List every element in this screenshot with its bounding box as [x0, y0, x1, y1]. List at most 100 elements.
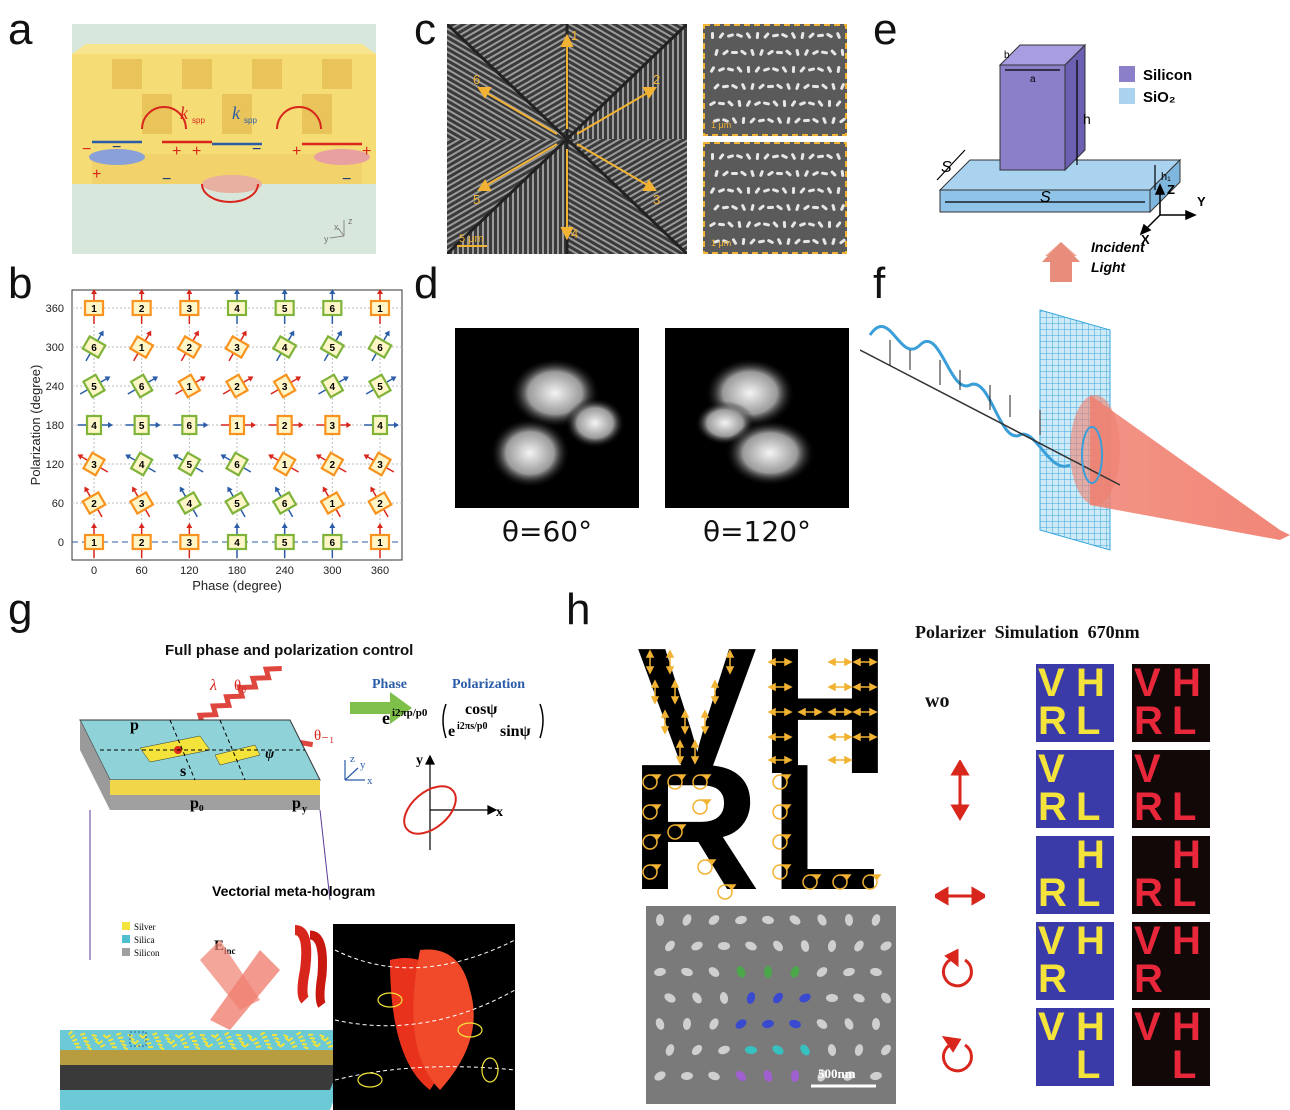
sem-nanostructure — [736, 966, 746, 978]
sem-nanostructure — [665, 940, 675, 952]
sem-nanostructure — [773, 940, 783, 952]
tile-letter: R — [1134, 957, 1163, 1000]
panel-a-figure: − + +++ + − −− − k spp k spp z y x — [72, 24, 376, 254]
cell-number: 5 — [91, 382, 97, 393]
x-tick: 240 — [275, 565, 293, 577]
sem-nanostructure — [872, 1018, 880, 1030]
unit-cell: 3 — [77, 451, 109, 477]
svg-text:−: − — [112, 139, 121, 156]
unit-cell: 2 — [176, 330, 203, 362]
tile-letter: R — [1134, 699, 1163, 742]
sem-nanostructure — [708, 1071, 720, 1081]
sem-nanostructure — [708, 915, 720, 925]
tile-letter: V — [1134, 922, 1161, 963]
cell-number: 2 — [377, 499, 383, 510]
cell-number: 2 — [234, 382, 240, 393]
unit-cell: 1 — [369, 289, 391, 324]
sem-nanostructure — [709, 1018, 719, 1030]
unit-cell: 3 — [179, 289, 200, 324]
x-tick: 60 — [136, 565, 148, 577]
sem-image: 500nm — [646, 906, 896, 1104]
sem-nanostructure — [843, 1071, 855, 1081]
sem-nanostructure — [691, 941, 703, 951]
sem-nanostructure — [881, 992, 891, 1004]
x-tick: 360 — [371, 565, 389, 577]
unit-cell: 1 — [221, 414, 256, 436]
sem-nanostructure — [682, 914, 692, 926]
sem-nanostructure — [708, 967, 720, 977]
cell-number: 3 — [234, 343, 240, 354]
legend-silicon: Silicon — [1143, 67, 1192, 84]
sem-nanostructure — [816, 967, 828, 977]
cell-number: 5 — [139, 421, 145, 432]
panel-f-figure — [860, 309, 1290, 551]
panel-e-figure: a b h h₁ S S Silicon SiO₂ Z Y X Incident… — [936, 43, 1206, 282]
unit-cell: 3 — [224, 330, 250, 362]
tile-letter: R — [1038, 785, 1067, 828]
unit-cell: 3 — [316, 414, 352, 436]
label-e-inc-sub: inc — [224, 946, 236, 956]
sem-nanostructure — [853, 993, 865, 1003]
tile-letter: R — [1134, 785, 1163, 828]
unit-cell: 2 — [81, 486, 107, 518]
label-py: p — [292, 795, 301, 812]
sem-nanostructure — [844, 1018, 854, 1030]
sem-nanostructure — [735, 1070, 747, 1082]
unit-cell: 6 — [173, 414, 209, 436]
formula-e: e — [382, 708, 390, 728]
sem-nanostructure — [789, 915, 801, 925]
sem-nanostructure — [817, 914, 827, 926]
sem-nanostructure — [745, 1045, 757, 1055]
unit-cell: 6 — [322, 523, 343, 558]
formula-bot-e: e — [448, 723, 455, 740]
cell-number: 3 — [330, 421, 336, 432]
unit-cell: 6 — [367, 330, 393, 362]
cell-number: 6 — [282, 499, 288, 510]
legend-sio2: SiO₂ — [1143, 89, 1176, 106]
unit-cell: 1 — [268, 451, 299, 477]
formula-bot-sup: i2πs/p0 — [457, 721, 488, 732]
cell-number: 2 — [139, 538, 145, 549]
cell-axis-x: x — [367, 775, 373, 787]
sem-nanostructure — [854, 1044, 864, 1056]
theta-0: θ₀ — [234, 678, 246, 694]
tile-letter: V — [1134, 664, 1161, 705]
y-tick: 180 — [46, 420, 64, 432]
cell-number: 5 — [282, 538, 288, 549]
formula-polarization-label: Polarization — [452, 677, 525, 692]
label-py-sub: y — [302, 804, 307, 815]
svg-text:−: − — [252, 141, 261, 158]
cell-number: 6 — [234, 460, 240, 471]
tile-letter: H — [1076, 922, 1105, 963]
arrow-label-1: 1 — [571, 28, 578, 43]
svg-text:+: + — [92, 166, 101, 183]
sem-nanostructure — [762, 915, 774, 925]
dim-s-bottom: S — [1040, 189, 1051, 206]
sem-nanostructure — [682, 1018, 692, 1030]
scale-bar-zoom-bottom: 1 μm — [711, 238, 731, 248]
tile-letter: H — [1076, 836, 1105, 877]
unit-cell: 4 — [125, 451, 156, 477]
sem-nanostructure — [746, 992, 756, 1004]
sem-nanostructure — [871, 914, 881, 926]
panel-label-g: g — [8, 585, 33, 634]
unit-cell: 5 — [224, 486, 250, 518]
sem-nanostructure — [789, 1019, 801, 1029]
cell-number: 6 — [330, 304, 336, 315]
y-tick: 360 — [46, 303, 64, 315]
arrow-label-5: 5 — [473, 192, 480, 207]
panel-c-zoom-top: 1 μm — [703, 24, 847, 136]
cell-axis-z: z — [350, 753, 355, 765]
y-tick: 240 — [46, 381, 64, 393]
sem-nanostructure — [790, 1070, 800, 1082]
unit-cell: 6 — [322, 289, 343, 324]
cell-number: 3 — [187, 538, 193, 549]
unit-cell: 3 — [270, 373, 302, 399]
cell-number: 1 — [139, 343, 145, 354]
unit-cell: 2 — [222, 373, 254, 399]
cell-number: 4 — [377, 421, 383, 432]
